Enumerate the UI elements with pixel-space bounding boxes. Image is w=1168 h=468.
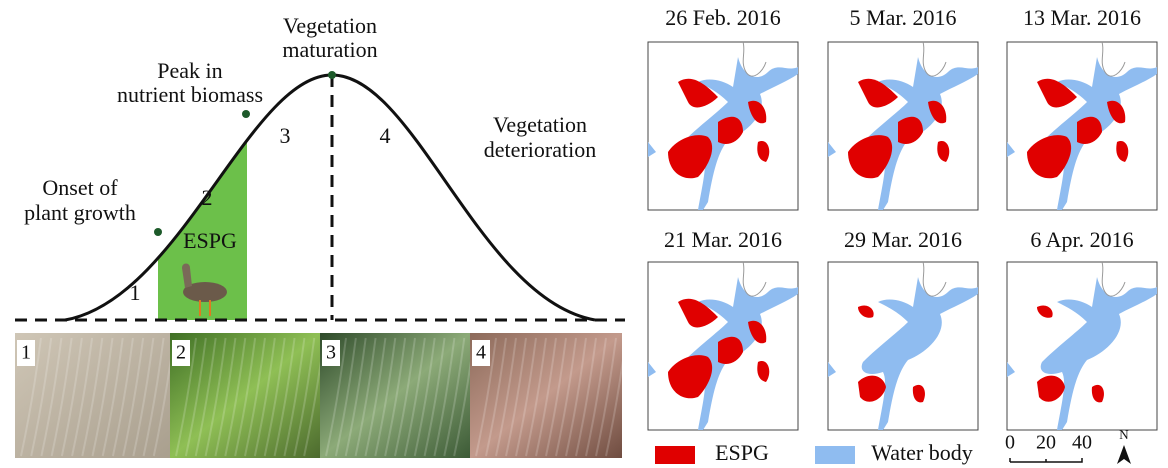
stage-label: 4 bbox=[380, 123, 391, 148]
photo-label: 4 bbox=[476, 342, 486, 364]
point bbox=[328, 71, 336, 79]
annotation: maturation bbox=[282, 37, 377, 62]
map-date: 5 Mar. 2016 bbox=[850, 5, 957, 30]
scale-bar bbox=[1010, 458, 1082, 462]
point bbox=[154, 228, 162, 236]
annotation: Onset of bbox=[42, 175, 118, 200]
photo-label: 2 bbox=[176, 342, 186, 364]
north-label: N bbox=[1119, 427, 1129, 442]
map-date: 21 Mar. 2016 bbox=[664, 227, 782, 252]
map bbox=[648, 42, 798, 210]
annotation: Vegetation bbox=[283, 13, 377, 38]
annotation: plant growth bbox=[24, 200, 136, 225]
scale-tick: 20 bbox=[1036, 432, 1056, 454]
stage-label: 2 bbox=[202, 185, 213, 210]
map-date: 26 Feb. 2016 bbox=[665, 5, 781, 30]
north-arrow bbox=[1117, 445, 1131, 464]
legend-label: Water body bbox=[871, 440, 972, 465]
map bbox=[828, 262, 978, 430]
map bbox=[1007, 42, 1157, 210]
map bbox=[1007, 262, 1157, 430]
map-date: 29 Mar. 2016 bbox=[844, 227, 962, 252]
annotation: Vegetation bbox=[493, 112, 587, 137]
stage-label: 3 bbox=[280, 123, 291, 148]
map-date: 6 Apr. 2016 bbox=[1030, 227, 1133, 252]
annotation: deterioration bbox=[484, 137, 596, 162]
stage-label: 1 bbox=[130, 280, 141, 305]
map-date: 13 Mar. 2016 bbox=[1023, 5, 1141, 30]
annotation: nutrient biomass bbox=[117, 82, 263, 107]
maps: 26 Feb. 2016 5 Mar. 2016 13 Mar. 2016 21 Ma… bbox=[648, 5, 1157, 430]
map bbox=[648, 262, 798, 430]
map bbox=[828, 42, 978, 210]
legend-swatch bbox=[655, 446, 695, 464]
photo-label: 3 bbox=[326, 342, 336, 364]
scale-tick: 40 bbox=[1072, 432, 1092, 454]
legend-swatch bbox=[815, 446, 855, 464]
espg-label: ESPG bbox=[183, 228, 237, 253]
photos: 1 2 3 4 bbox=[15, 333, 626, 458]
annotation: Peak in bbox=[157, 58, 222, 83]
point bbox=[242, 110, 250, 118]
legend-label: ESPG bbox=[715, 440, 769, 465]
photo-label: 1 bbox=[21, 342, 31, 364]
figure: Vegetation maturation Peak in nutrient b… bbox=[0, 0, 1168, 468]
scale-tick: 0 bbox=[1005, 432, 1015, 454]
